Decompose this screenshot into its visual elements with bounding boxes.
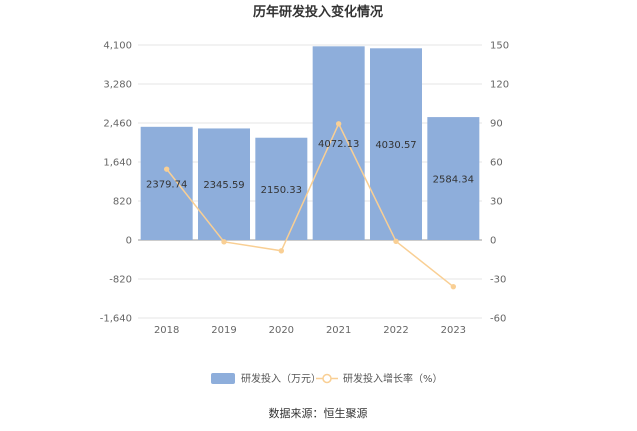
right-axis-tick: 120 [490,80,509,91]
line-point[interactable] [163,166,170,172]
bar[interactable] [427,117,480,240]
growth-line [166,122,454,288]
left-axis-tick: -820 [109,275,132,286]
x-axis-tick: 2023 [441,325,466,336]
x-axis-ticks: 2018 2019 2020 2021 2022 2023 [154,325,466,336]
right-axis-tick: 0 [490,236,496,247]
line-point[interactable] [221,239,227,245]
left-axis-tick: 4,100 [103,41,132,52]
legend-bar-swatch [211,373,235,384]
left-axis-ticks: 4,100 3,280 2,460 1,640 820 0 -820 -1,640 [100,41,132,325]
line-point[interactable] [335,121,342,127]
line-series [163,121,457,290]
bar-data-label: 4030.57 [375,140,416,151]
line-point[interactable] [450,283,457,290]
bar-data-labels: 2379.74 2345.59 2150.33 4072.13 4030.57 2584.… [146,139,474,196]
x-axis-tick: 2018 [154,325,179,336]
left-axis-tick: -1,640 [100,314,132,325]
bar-data-label: 2584.34 [433,175,474,186]
left-axis-tick: 1,640 [103,158,132,169]
bar[interactable] [198,128,250,240]
bar[interactable] [255,137,308,240]
bar[interactable] [370,48,422,241]
left-axis-tick: 3,280 [103,80,132,91]
bar-series [140,46,480,241]
grid [138,44,482,319]
legend-line-label[interactable]: 研发投入增长率（%） [343,372,443,385]
bar[interactable] [140,126,193,240]
right-axis-tick: 30 [490,197,503,208]
right-axis-tick: 150 [490,41,509,52]
data-source: 数据来源：恒生聚源 [269,406,368,420]
line-point[interactable] [278,248,285,254]
x-axis-tick: 2021 [326,325,351,336]
bar-data-label: 2150.33 [261,185,302,196]
legend-line-marker [322,373,332,384]
line-point[interactable] [393,238,399,245]
left-axis-tick: 820 [113,197,132,208]
right-axis-tick: 60 [490,158,503,169]
right-axis-ticks: 150 120 90 60 30 0 -30 -60 [490,41,509,325]
x-axis-tick: 2020 [269,325,294,336]
bar[interactable] [312,46,365,240]
bar-data-label: 2345.59 [203,180,244,191]
left-axis-tick: 2,460 [103,119,132,130]
right-axis-tick: -30 [490,275,506,286]
left-axis-tick: 0 [126,236,132,247]
legend[interactable]: 研发投入（万元） 研发投入增长率（%） [211,372,443,385]
legend-bar-label[interactable]: 研发投入（万元） [241,372,321,385]
bar-data-label: 2379.74 [146,179,187,190]
x-axis-tick: 2019 [211,325,236,336]
bar-data-label: 4072.13 [318,139,359,150]
right-axis-tick: 90 [490,119,503,130]
right-axis-tick: -60 [490,314,506,325]
chart-title: 历年研发投入变化情况 [253,4,383,20]
x-axis-tick: 2022 [383,325,408,336]
